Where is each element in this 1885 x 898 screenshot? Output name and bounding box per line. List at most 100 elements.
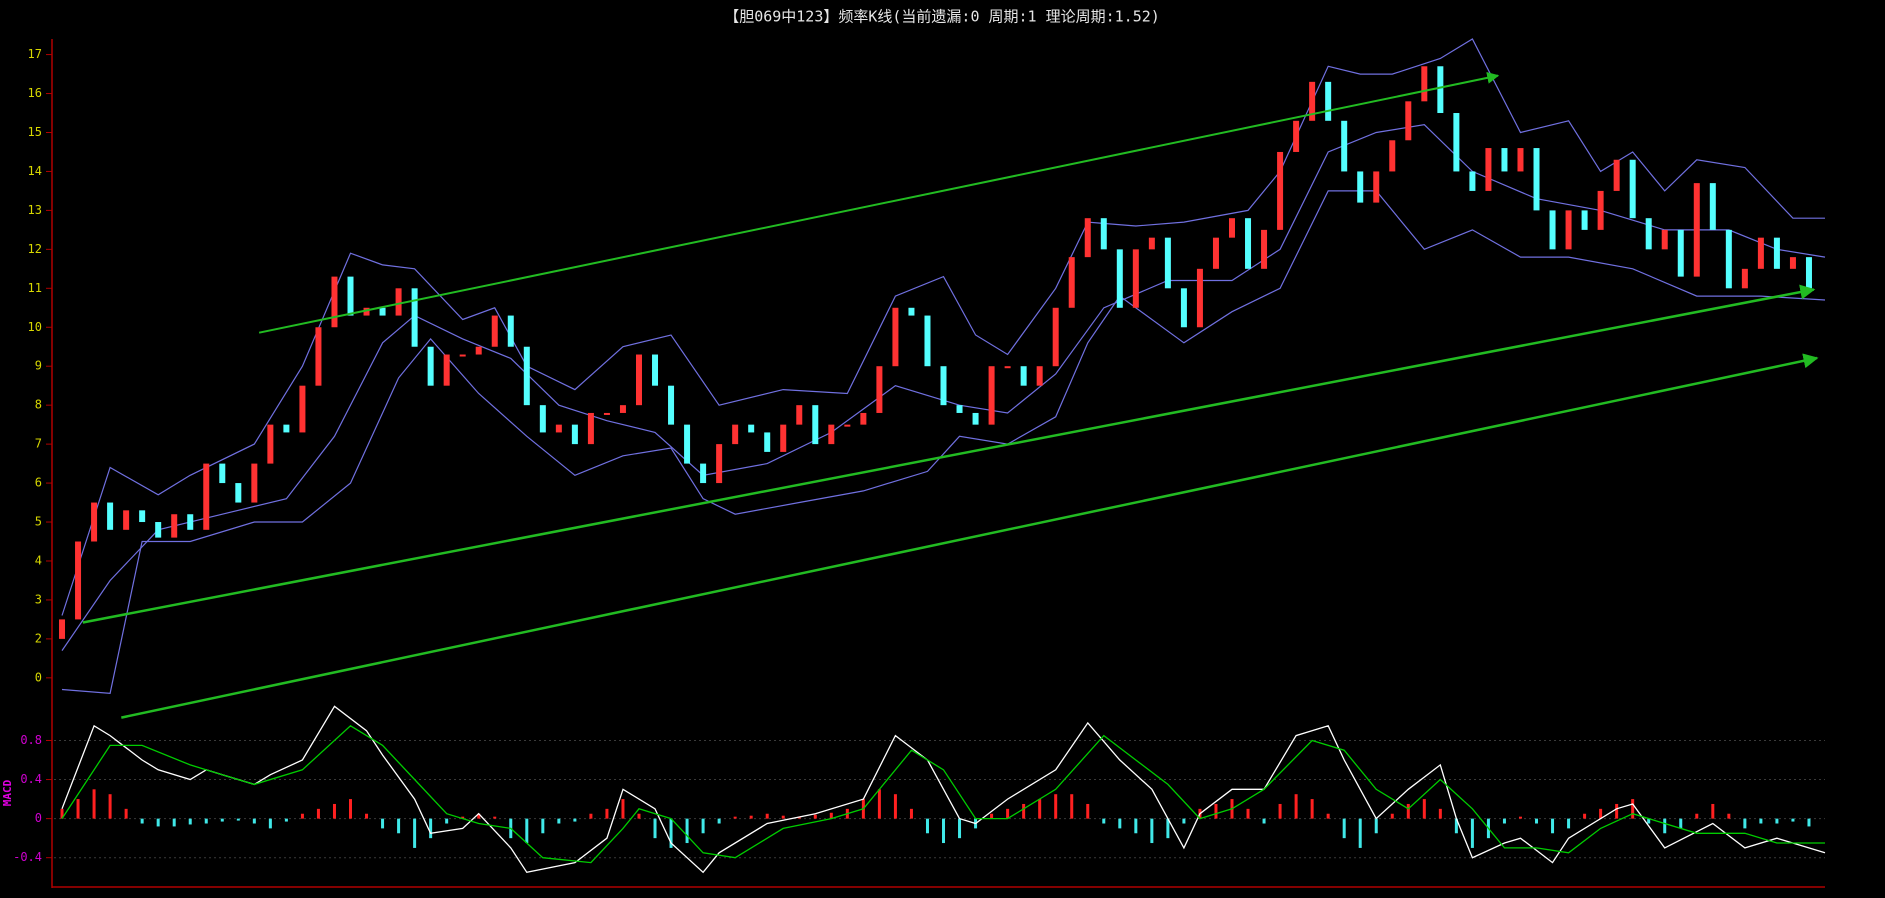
candle [1309,81,1316,121]
macd-bar [1663,818,1667,834]
y-tick-label: 0 [35,670,42,684]
macd-bar [1326,813,1330,819]
macd-bar [893,794,897,819]
macd-bar [1679,818,1683,829]
candle [668,385,675,425]
macd-bar [381,818,385,829]
candle [619,405,626,413]
y-tick-label: -0.4 [13,850,42,864]
candle [1437,66,1444,114]
macd-bar [1583,813,1587,819]
macd-bar [557,818,561,824]
macd-bar [1182,818,1186,824]
candle [1677,229,1684,277]
candle [603,412,610,415]
y-tick-label: 3 [35,592,42,606]
y-tick-label: 0 [35,811,42,825]
candle [1581,210,1588,230]
macd-bar [1006,808,1010,819]
candle [139,510,146,523]
macd-bar [284,818,288,822]
macd-bar [1615,803,1619,819]
macd-bar [156,818,160,827]
y-tick-label: 11 [28,281,42,295]
candle [1469,171,1476,191]
y-tick-label: 2 [35,631,42,645]
candle [491,315,498,347]
macd-bar [445,818,449,824]
macd-bar [1438,808,1442,819]
macd-bar [829,812,833,819]
candle [1052,307,1059,367]
y-tick-label: 6 [35,476,42,490]
candle [972,412,979,425]
candle [876,366,883,413]
candle [940,366,947,406]
candle [507,315,514,347]
candle [1757,237,1764,269]
macd-bar [1310,799,1314,819]
candle [1277,151,1284,230]
macd-bar [204,818,208,824]
band-line [61,190,1826,695]
macd-bar [1102,818,1106,824]
macd-bar [1278,803,1282,819]
candle [1805,257,1812,289]
macd-bar [1422,799,1426,819]
candle [764,432,771,452]
macd-bar [813,814,817,819]
candle [203,463,210,530]
macd-bar [172,818,176,827]
y-tick-label: 12 [28,242,42,256]
candle [812,405,819,445]
candle [796,405,803,425]
candle [1261,229,1268,269]
candle [828,424,835,445]
macd-bar [733,816,737,819]
candle [1613,159,1620,191]
candle [555,424,562,433]
macd-bar [1535,818,1539,824]
macd-bar [669,818,673,848]
candle [395,288,402,316]
macd-bar [349,799,353,819]
candle [1084,218,1091,258]
candle [1004,366,1011,369]
candle [363,307,370,316]
candle [107,502,114,530]
macd-bar [1022,803,1026,819]
band-line [61,124,1826,651]
candle [1164,237,1171,289]
macd-bar [1038,799,1042,819]
macd-bar [1214,803,1218,819]
macd-bar [1727,813,1731,819]
macd-bar [749,815,753,819]
candle [1341,120,1348,172]
candle [892,307,899,367]
candle [860,412,867,425]
candle [123,510,130,530]
macd-bar [140,818,144,824]
candle [716,444,723,484]
macd-bar [1150,818,1154,844]
y-tick-label: 15 [28,125,42,139]
macd-bar [60,808,64,819]
candle [1501,148,1508,172]
macd-bar [1342,818,1346,839]
macd-bar [1406,803,1410,819]
macd-bar [525,818,529,844]
macd-bar [990,813,994,819]
candle [1389,140,1396,172]
candle [1148,237,1155,250]
macd-bar [300,813,304,819]
macd-bar [717,818,721,824]
candle [1549,210,1556,250]
macd-bar [1791,818,1795,822]
y-tick-label: 14 [28,164,42,178]
macd-bar [797,816,801,819]
candle [1597,190,1604,230]
macd-bar [92,789,96,819]
candle [780,424,787,452]
y-tick-label: 8 [35,398,42,412]
